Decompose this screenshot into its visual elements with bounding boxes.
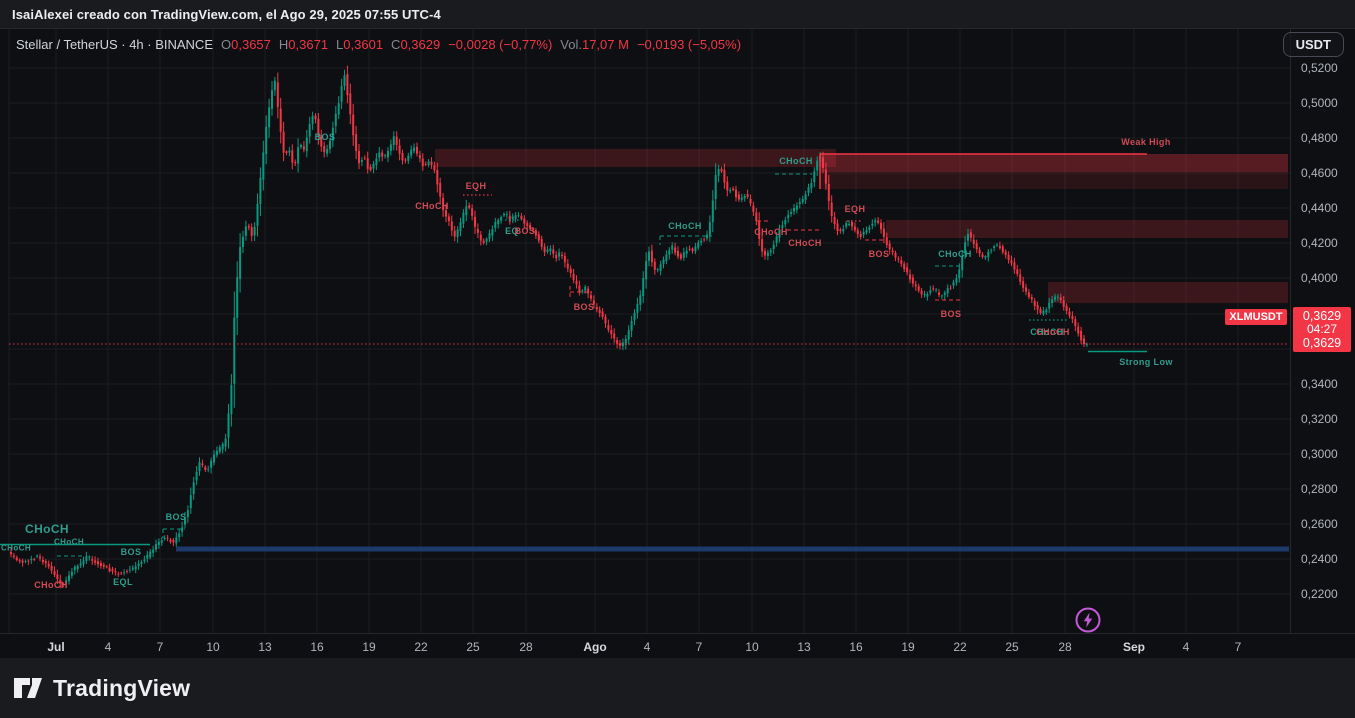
price-tick-label: 0,3200 — [1301, 412, 1338, 426]
symbol-title[interactable]: Stellar / TetherUS · 4h · BINANCE — [16, 37, 213, 52]
price-tick-label: 0,3400 — [1301, 377, 1338, 391]
time-tick-label: 10 — [206, 640, 220, 654]
time-tick-label: 4 — [643, 640, 651, 654]
time-tick-label: 7 — [695, 640, 703, 654]
bar-countdown: 04:27 — [1306, 322, 1338, 336]
chart-annotation-label: EQL — [113, 577, 133, 587]
tradingview-wordmark: TradingView — [53, 674, 191, 701]
chart-annotation-label: CHoCH — [25, 522, 69, 536]
last-price-badge: 0,3629 04:27 0,3629 — [1293, 307, 1351, 352]
price-tick-label: 0,3000 — [1301, 447, 1338, 461]
chart-annotation-label: BOS — [165, 512, 187, 522]
price-tick-label: 0,5200 — [1301, 61, 1338, 75]
time-tick-label: 25 — [1005, 640, 1019, 654]
time-tick-label: 13 — [797, 640, 811, 654]
chart-annotation-label: Weak High — [1121, 137, 1171, 147]
supply-zone — [1048, 282, 1288, 303]
supply-zone — [435, 149, 836, 167]
chart-annotation-label: CHoCH — [668, 221, 702, 231]
time-tick-label: 28 — [1058, 640, 1072, 654]
time-axis[interactable]: Jul 4 7 10 13 16 19 22 25 28 Ago 4 7 10 13 16 19 22 25 28 Se… — [0, 633, 1355, 660]
chart-annotation-label: EQ — [505, 226, 519, 236]
price-tick-label: 0,2400 — [1301, 552, 1338, 566]
chart-annotation-label: CHoCH — [788, 238, 822, 248]
candles[interactable] — [10, 65, 1088, 589]
time-tick-label: Jul — [47, 640, 65, 654]
time-tick-label: 16 — [849, 640, 863, 654]
boost-lightning-icon[interactable] — [1074, 606, 1102, 634]
time-tick-label: Ago — [583, 640, 607, 654]
chart-annotation-label: CHoCH — [779, 156, 813, 166]
chart-annotation-label: BOS — [314, 132, 336, 142]
volume-change: −0,0193 (−5,05%) — [636, 37, 742, 52]
time-tick-label: 22 — [953, 640, 967, 654]
chart-annotation-label: CHoCH — [938, 249, 972, 259]
time-tick-label: 7 — [1234, 640, 1242, 654]
attribution-bar: IsaiAlexei creado con TradingView.com, e… — [0, 0, 1355, 28]
time-tick-label: 22 — [414, 640, 428, 654]
grid-lines — [8, 29, 1290, 633]
symbol-legend: Stellar / TetherUS · 4h · BINANCE O 0,365… — [16, 37, 741, 52]
chart-annotation-label: CHoCH — [415, 201, 449, 211]
chart-annotation-label: CHoCH — [54, 537, 84, 547]
chart-annotation-label: BOS — [940, 309, 962, 319]
time-tick-label: 25 — [466, 640, 480, 654]
footer-bar: TradingView — [0, 658, 1355, 718]
time-tick-label: 19 — [901, 640, 915, 654]
candlestick-chart[interactable] — [0, 29, 1355, 659]
chart-annotation-label: CHoCH — [1, 543, 31, 553]
chart-annotation-label: EQH — [465, 181, 487, 191]
currency-toggle-button[interactable]: USDT — [1282, 32, 1344, 57]
chart-annotation-label: EQH — [844, 204, 866, 214]
time-tick-label: 13 — [258, 640, 272, 654]
ohlc-high: H 0,3671 — [278, 37, 329, 52]
price-tick-label: 0,2200 — [1301, 587, 1338, 601]
volume: Vol. 17,07 M — [560, 37, 629, 52]
price-tick-label: 0,4400 — [1301, 201, 1338, 215]
price-tick-label: 0,2800 — [1301, 482, 1338, 496]
chart-annotation-label: CHoCH — [1036, 327, 1070, 337]
chart-annotation-label: Strong Low — [1119, 357, 1173, 367]
time-tick-label: Sep — [1122, 640, 1146, 654]
time-tick-label: 7 — [156, 640, 164, 654]
supply-zone — [820, 154, 1288, 172]
price-tick-label: 0,4600 — [1301, 166, 1338, 180]
price-tick-label: 0,2600 — [1301, 517, 1338, 531]
last-price-value: 0,3629 — [1302, 309, 1342, 323]
price-tick-label: 0,4200 — [1301, 236, 1338, 250]
tradingview-logo[interactable]: TradingView — [13, 673, 190, 703]
ohlc-low: L 0,3601 — [336, 37, 384, 52]
time-tick-label: 19 — [362, 640, 376, 654]
chart-annotation-label: BOS — [120, 547, 142, 557]
supply-zones[interactable] — [435, 149, 1288, 303]
tradingview-logo-icon — [14, 678, 42, 698]
chart-annotation-label: BOS — [514, 226, 536, 236]
chart-annotation-label: BOS — [868, 249, 890, 259]
ohlc-open: O 0,3657 — [221, 37, 271, 52]
chart-window[interactable]: Stellar / TetherUS · 4h · BINANCE O 0,365… — [0, 28, 1355, 659]
chart-annotation-label: CHoCH — [34, 580, 68, 590]
price-tick-label: 0,4000 — [1301, 271, 1338, 285]
supply-zone — [820, 172, 1288, 189]
symbol-price-label: XLMUSDT — [1225, 309, 1287, 325]
chart-annotation-label: CHoCH — [1030, 327, 1064, 337]
ohlc-close: C 0,3629 — [391, 37, 441, 52]
attribution-text: IsaiAlexei creado con TradingView.com, e… — [12, 6, 441, 22]
change-value: −0,0028 (−0,77%) — [448, 37, 553, 52]
price-tick-label: 0,5000 — [1301, 96, 1338, 110]
supply-zone — [886, 220, 1288, 238]
chart-annotation-label: CHoCH — [754, 227, 788, 237]
price-tick-label: 0,4800 — [1301, 131, 1338, 145]
time-tick-label: 4 — [1182, 640, 1190, 654]
time-tick-label: 10 — [745, 640, 759, 654]
price-line-value: 0,3629 — [1302, 336, 1342, 350]
price-axis[interactable]: 0,3629 04:27 0,3629 0,5200 0,5000 0,4800 0,… — [1290, 29, 1355, 633]
chart-annotation-label: BOS — [573, 302, 595, 312]
time-tick-label: 28 — [519, 640, 533, 654]
structure-lines[interactable] — [0, 153, 1289, 557]
time-tick-label: 16 — [310, 640, 324, 654]
time-tick-label: 4 — [104, 640, 112, 654]
